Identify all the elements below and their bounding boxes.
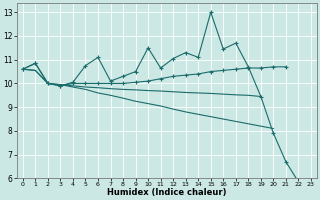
- X-axis label: Humidex (Indice chaleur): Humidex (Indice chaleur): [107, 188, 227, 197]
